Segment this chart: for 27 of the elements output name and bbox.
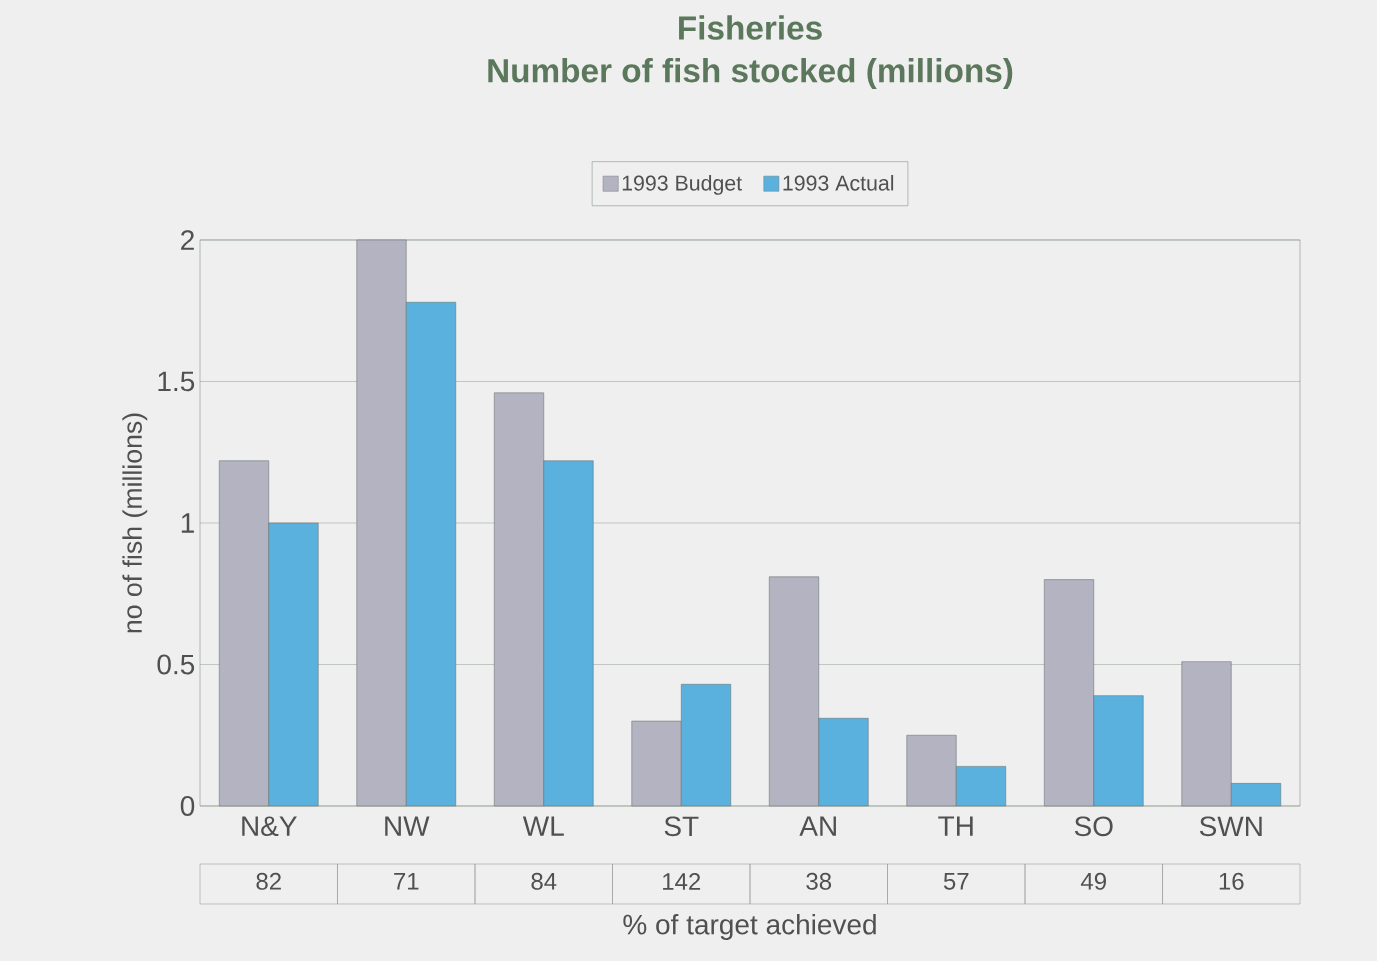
x-tick-label: N&Y: [242, 816, 297, 837]
legend-label: 1993 Actual: [783, 174, 894, 191]
text: 142: [663, 872, 701, 890]
text: 57: [943, 872, 969, 890]
y-tick-label: 1: [181, 513, 194, 533]
text: 49: [1080, 872, 1106, 890]
x-tick-label: WL: [522, 816, 564, 836]
x-tick-label: NW: [385, 816, 430, 836]
y-tick-label: 0: [180, 796, 195, 816]
x-tick-label: SO: [1074, 816, 1113, 837]
legend-label: 1993 Budget: [622, 174, 742, 195]
chart-title: Fisheries: [679, 15, 822, 40]
y-tick-label: 0.5: [157, 654, 195, 675]
x-tick-label: TH: [938, 816, 973, 836]
x-tick-label: AN: [799, 816, 836, 836]
chart-subtitle: Number of fish stocked (millions): [488, 58, 1013, 90]
x-tick-label: SWN: [1199, 816, 1262, 837]
y-tick-label: 2: [181, 230, 194, 250]
x-tick-label: ST: [664, 816, 699, 837]
y-axis-title: no of fish (millions): [122, 413, 148, 633]
y-tick-label: 1.5: [158, 371, 195, 392]
x-axis-title: % of target achieved: [623, 913, 876, 941]
text: 38: [806, 872, 832, 890]
text: 71: [394, 873, 419, 890]
text: 16: [1219, 872, 1244, 890]
text: 82: [256, 872, 281, 890]
text: 84: [531, 872, 557, 890]
